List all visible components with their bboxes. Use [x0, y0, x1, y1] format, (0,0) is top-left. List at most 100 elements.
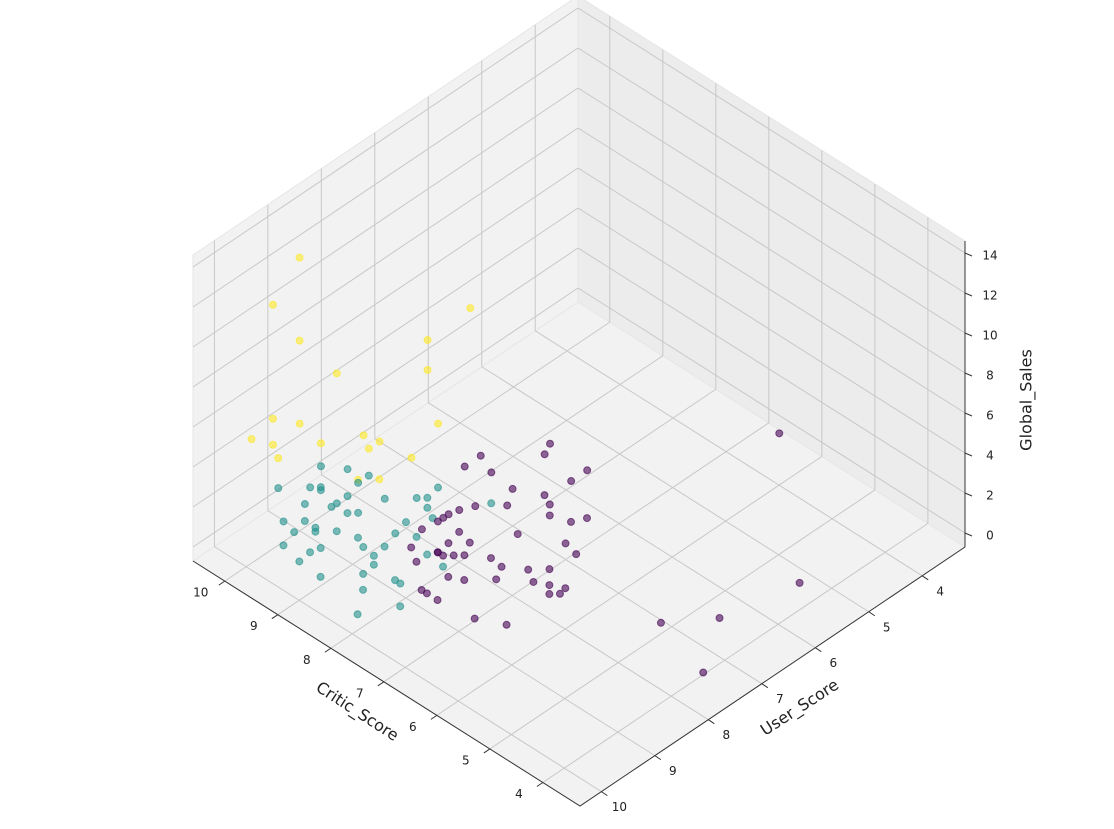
point — [316, 462, 325, 471]
tick-mark — [868, 611, 876, 617]
y-tick-label: 5 — [883, 620, 891, 634]
tick-mark — [964, 292, 973, 297]
point — [407, 543, 416, 552]
tick-mark — [483, 748, 491, 754]
z-tick-label: 10 — [982, 329, 997, 343]
point — [699, 668, 708, 677]
point — [364, 444, 373, 453]
grid-line — [534, 330, 923, 577]
point — [353, 533, 362, 542]
point — [444, 539, 453, 548]
point — [396, 602, 405, 611]
grid-line — [577, 127, 966, 374]
tick-mark — [964, 332, 973, 337]
point — [412, 557, 421, 566]
point — [545, 565, 554, 574]
point — [561, 539, 570, 548]
point — [540, 491, 549, 500]
point — [295, 253, 304, 262]
point — [417, 525, 426, 534]
tick-mark — [430, 714, 438, 720]
z-tick-label: 14 — [982, 249, 997, 263]
grid-line — [577, 47, 966, 294]
point — [359, 543, 368, 552]
point — [364, 471, 373, 480]
point — [433, 517, 442, 526]
point — [540, 450, 549, 459]
point — [375, 437, 384, 446]
point — [380, 542, 389, 551]
grid-line — [224, 321, 611, 582]
point — [460, 462, 469, 471]
grid-line — [192, 47, 579, 308]
point — [306, 483, 315, 492]
point — [412, 494, 421, 503]
tick-mark — [921, 575, 929, 581]
grid-line — [192, 287, 579, 548]
points — [247, 253, 804, 677]
grid-line — [577, 167, 966, 414]
tick-mark — [964, 532, 973, 537]
point — [295, 336, 304, 345]
point — [434, 483, 443, 492]
point — [433, 596, 442, 605]
grid-line — [192, 167, 579, 428]
tick-mark — [601, 791, 608, 797]
point — [466, 304, 475, 313]
axis-line — [192, 546, 966, 807]
point — [343, 465, 352, 474]
point — [422, 589, 431, 598]
point — [529, 577, 538, 586]
point — [316, 572, 325, 581]
z-axis-label: Global_Sales — [1017, 349, 1037, 451]
tick-mark — [964, 492, 973, 497]
point — [268, 440, 277, 449]
y-tick-label: 8 — [723, 728, 731, 742]
tick-mark — [708, 719, 715, 725]
grid-line — [192, 127, 579, 388]
point — [423, 365, 432, 374]
x-tick-label: 7 — [356, 686, 364, 700]
point — [460, 576, 469, 585]
tick-mark — [964, 412, 973, 417]
x-tick-label: 4 — [515, 787, 523, 801]
grid-line — [542, 523, 929, 783]
grid-line — [436, 455, 823, 716]
point — [332, 527, 341, 536]
point — [503, 501, 512, 510]
point — [524, 565, 533, 574]
point — [546, 439, 555, 448]
point — [470, 614, 479, 623]
z-tick-label: 4 — [986, 449, 994, 463]
point — [279, 517, 288, 526]
y-tick-label: 10 — [612, 800, 627, 814]
grid-line — [192, 87, 579, 348]
x-tick-label: 6 — [409, 720, 417, 734]
y-tick-label: 7 — [776, 692, 784, 706]
grid-line — [277, 355, 664, 616]
point — [795, 578, 804, 587]
point — [497, 562, 506, 571]
point — [439, 562, 448, 571]
x-tick-label: 10 — [193, 586, 208, 600]
point — [486, 554, 495, 563]
grid-line — [577, 7, 966, 254]
panes — [192, 0, 966, 807]
point — [343, 509, 352, 518]
point — [572, 550, 581, 559]
x-tick-label: 8 — [303, 653, 311, 667]
point — [274, 454, 283, 463]
grid-line — [428, 402, 816, 649]
point — [423, 335, 432, 344]
grid-line — [192, 207, 579, 468]
point — [401, 518, 410, 527]
point — [545, 590, 554, 599]
point — [433, 548, 442, 557]
point — [561, 584, 570, 593]
y-tick-label: 9 — [669, 764, 677, 778]
point — [715, 613, 724, 622]
tick-mark — [271, 614, 279, 620]
point — [359, 585, 368, 594]
point — [316, 439, 325, 448]
point — [656, 618, 665, 627]
